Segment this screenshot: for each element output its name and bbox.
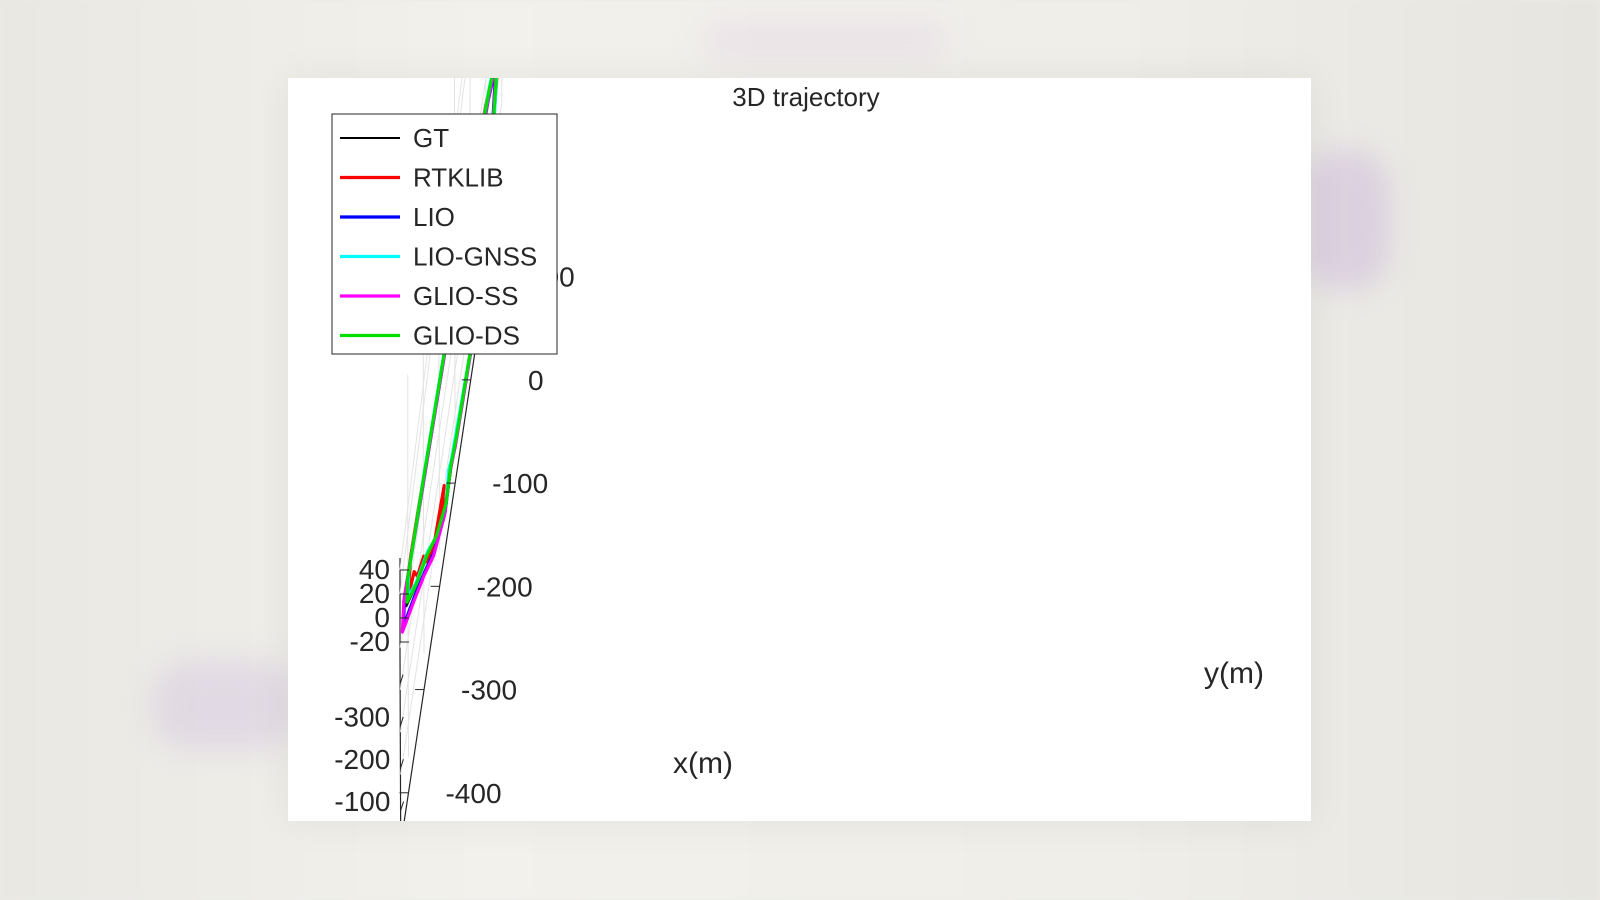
y-tick-label: -400 bbox=[445, 778, 501, 809]
legend-box bbox=[331, 113, 558, 355]
trajectory-chart: -300-200-10001000-100-200-300-40040200-2… bbox=[331, 0, 1264, 860]
z-tick-label: 40 bbox=[359, 554, 390, 585]
legend-label: GLIO-DS bbox=[413, 321, 520, 351]
x-tick-mark bbox=[399, 674, 404, 684]
y-axis-label: y(m) bbox=[1204, 657, 1264, 690]
legend-label: RTKLIB bbox=[413, 163, 504, 193]
legend-label: GT bbox=[413, 123, 449, 153]
legend-label: LIO bbox=[413, 202, 455, 232]
z-tick-label: -20 bbox=[350, 626, 390, 657]
x-tick-label: -200 bbox=[334, 744, 390, 775]
chart-title: 3D trajectory bbox=[732, 82, 879, 112]
background-blur-shape bbox=[150, 660, 300, 750]
x-tick-label: -100 bbox=[334, 786, 390, 817]
x-tick-mark bbox=[399, 759, 404, 769]
x-tick-mark bbox=[399, 716, 404, 727]
z-tick-label: 20 bbox=[359, 578, 390, 609]
y-tick-label: 0 bbox=[528, 365, 544, 396]
background-blur-shape bbox=[700, 20, 950, 60]
legend-label: LIO-GNSS bbox=[413, 242, 537, 272]
figure-panel: -300-200-10001000-100-200-300-40040200-2… bbox=[288, 0, 1311, 860]
z-tick-label: 0 bbox=[374, 602, 390, 633]
background-blur-shape bbox=[1300, 150, 1390, 290]
legend: GT RTKLIB LIO LIO-GNSS GLIO-SS GLIO-DS bbox=[331, 113, 558, 355]
legend-label: GLIO-SS bbox=[413, 281, 518, 311]
y-tick-label: -300 bbox=[461, 675, 517, 706]
y-tick-label: -200 bbox=[477, 571, 533, 602]
x-axis-line bbox=[399, 653, 402, 845]
x-tick-label: -300 bbox=[334, 702, 390, 733]
x-axis-label: x(m) bbox=[673, 747, 733, 780]
y-tick-label: -100 bbox=[492, 468, 548, 499]
x-tick-mark bbox=[400, 801, 405, 811]
